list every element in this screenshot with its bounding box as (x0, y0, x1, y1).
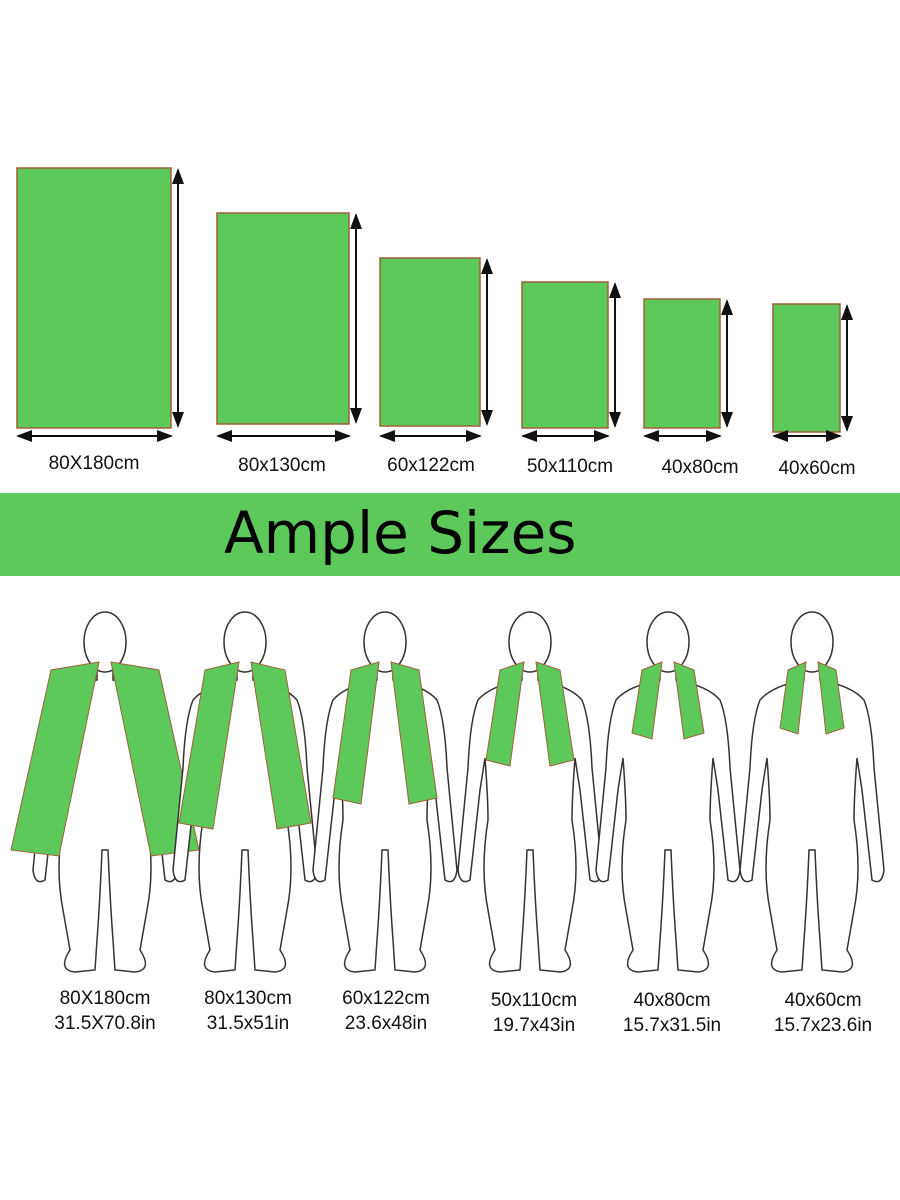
person-figure (172, 611, 318, 973)
size-cm: 40x60cm (784, 990, 862, 1011)
top-size-label: 80X180cm (48, 453, 140, 474)
draped-towel (485, 661, 525, 767)
person-head (646, 611, 690, 673)
person-head (363, 611, 407, 673)
draped-towel (250, 661, 312, 830)
person-head (508, 611, 552, 673)
size-cm: 40x80cm (633, 990, 711, 1011)
banner: Ample Sizes (0, 493, 900, 576)
person-silhouette (312, 669, 458, 973)
towel-rect (772, 303, 841, 433)
figure-size-label: 50x110cm 19.7x43in (491, 988, 577, 1038)
person-head (223, 611, 267, 673)
size-in: 15.7x31.5in (622, 1015, 722, 1036)
person-figure (457, 611, 603, 973)
figure-size-label: 80x130cm 31.5x51in (204, 986, 292, 1036)
draped-towel (390, 661, 438, 805)
towel-rect (216, 212, 350, 425)
draped-towel (535, 661, 575, 767)
size-cm: 80x130cm (204, 988, 292, 1009)
top-size-label: 40x80cm (661, 457, 739, 478)
person-silhouette (739, 669, 885, 973)
size-in: 23.6x48in (344, 1013, 428, 1034)
person-figure (312, 611, 458, 973)
draped-towel (817, 661, 845, 735)
size-cm: 60x122cm (342, 988, 430, 1009)
draped-towel (631, 661, 663, 740)
draped-towel (178, 661, 240, 830)
person-figure (10, 611, 200, 973)
person-head (83, 611, 127, 673)
figure-size-label: 40x80cm 15.7x31.5in (623, 988, 721, 1038)
person-silhouette (595, 669, 741, 973)
towel-rect (521, 281, 609, 429)
towel-rect (379, 257, 481, 427)
draped-towel (779, 661, 807, 735)
size-cm: 50x110cm (490, 990, 578, 1011)
towel-rect (16, 167, 172, 429)
draped-towel (10, 661, 100, 857)
top-size-label: 60x122cm (387, 455, 475, 476)
banner-title: Ample Sizes (224, 499, 577, 567)
top-size-label: 50x110cm (526, 456, 614, 477)
size-in: 19.7x43in (492, 1015, 576, 1036)
size-in: 15.7x23.6in (773, 1015, 873, 1036)
size-in: 31.5X70.8in (54, 1013, 156, 1034)
person-silhouette (457, 669, 603, 973)
towel-rect (643, 298, 721, 429)
size-cm: 80X180cm (59, 988, 151, 1009)
draped-towel (673, 661, 705, 740)
top-size-label: 80x130cm (238, 455, 326, 476)
top-size-label: 40x60cm (778, 458, 856, 479)
figure-size-label: 40x60cm 15.7x23.6in (774, 988, 872, 1038)
draped-towel (332, 661, 380, 805)
figure-size-label: 60x122cm 23.6x48in (342, 986, 430, 1036)
person-figure (739, 611, 885, 973)
person-figure (595, 611, 741, 973)
figure-size-label: 80X180cm 31.5X70.8in (54, 986, 155, 1036)
size-in: 31.5x51in (206, 1013, 290, 1034)
person-head (790, 611, 834, 673)
